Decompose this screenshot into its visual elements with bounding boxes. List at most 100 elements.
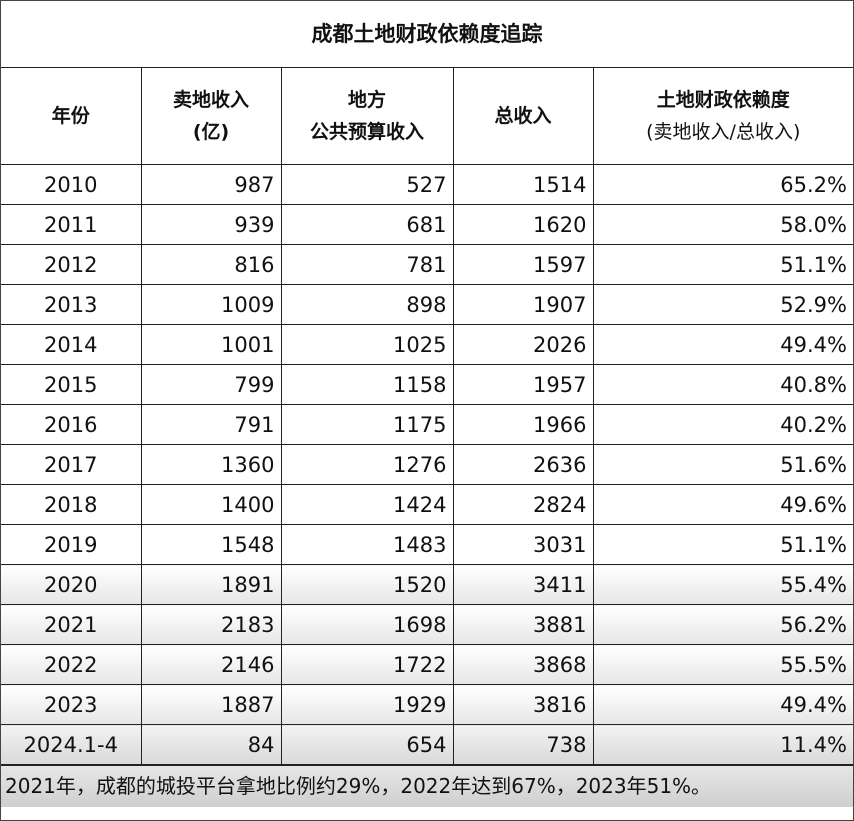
table-body: 2010 987 527 1514 65.2% 2011 939 681 1620 58.0% 20… — [1, 164, 853, 765]
cell-year: 2016 — [1, 404, 142, 445]
cell-land-income: 84 — [140, 724, 282, 765]
header-public-budget: 地方 公共预算收入 — [280, 68, 454, 165]
cell-dependency: 40.2% — [592, 404, 853, 445]
cell-total-income: 738 — [452, 724, 594, 765]
table-row: 2023 1887 1929 3816 49.4% — [1, 684, 853, 725]
cell-total-income: 1514 — [452, 164, 594, 205]
cell-total-income: 3411 — [452, 564, 594, 605]
table-row: 2012 816 781 1597 51.1% — [1, 244, 853, 285]
header-budget-line1: 地方 — [347, 89, 386, 111]
cell-dependency: 49.4% — [592, 324, 853, 365]
table-row: 2020 1891 1520 3411 55.4% — [1, 564, 853, 605]
cell-total-income: 2636 — [452, 444, 594, 485]
cell-year: 2012 — [1, 244, 142, 285]
cell-public-budget: 1025 — [280, 324, 454, 365]
header-dep-line2: (卖地收入/总收入) — [646, 121, 801, 143]
cell-land-income: 2183 — [140, 604, 282, 645]
cell-land-income: 1360 — [140, 444, 282, 485]
cell-land-income: 791 — [140, 404, 282, 445]
cell-year: 2023 — [1, 684, 142, 725]
cell-land-income: 816 — [140, 244, 282, 285]
cell-dependency: 58.0% — [592, 204, 853, 245]
cell-public-budget: 654 — [280, 724, 454, 765]
cell-year: 2011 — [1, 204, 142, 245]
cell-total-income: 3868 — [452, 644, 594, 685]
table-row: 2013 1009 898 1907 52.9% — [1, 284, 853, 325]
cell-public-budget: 1483 — [280, 524, 454, 565]
cell-total-income: 1597 — [452, 244, 594, 285]
cell-year: 2014 — [1, 324, 142, 365]
cell-land-income: 1001 — [140, 324, 282, 365]
cell-public-budget: 1929 — [280, 684, 454, 725]
table-row: 2022 2146 1722 3868 55.5% — [1, 644, 853, 685]
table-row: 2016 791 1175 1966 40.2% — [1, 404, 853, 445]
cell-public-budget: 1722 — [280, 644, 454, 685]
table-row: 2024.1-4 84 654 738 11.4% — [1, 724, 853, 765]
header-budget-line2: 公共预算收入 — [309, 121, 424, 143]
cell-year: 2020 — [1, 564, 142, 605]
cell-land-income: 1400 — [140, 484, 282, 525]
cell-total-income: 2824 — [452, 484, 594, 525]
cell-dependency: 51.6% — [592, 444, 853, 485]
table-row: 2018 1400 1424 2824 49.6% — [1, 484, 853, 525]
header-land-line1: 卖地收入 — [172, 89, 249, 111]
cell-total-income: 3881 — [452, 604, 594, 645]
cell-total-income: 3031 — [452, 524, 594, 565]
header-land-income: 卖地收入 (亿) — [140, 68, 282, 165]
cell-public-budget: 527 — [280, 164, 454, 205]
cell-year: 2021 — [1, 604, 142, 645]
cell-total-income: 2026 — [452, 324, 594, 365]
cell-year: 2013 — [1, 284, 142, 325]
cell-dependency: 55.5% — [592, 644, 853, 685]
cell-dependency: 11.4% — [592, 724, 853, 765]
cell-year: 2019 — [1, 524, 142, 565]
header-land-line2: (亿) — [192, 121, 230, 143]
cell-dependency: 52.9% — [592, 284, 853, 325]
header-dependency: 土地财政依赖度 (卖地收入/总收入) — [592, 68, 853, 165]
header-total-label: 总收入 — [494, 105, 552, 127]
cell-public-budget: 1520 — [280, 564, 454, 605]
cell-land-income: 987 — [140, 164, 282, 205]
cell-public-budget: 1175 — [280, 404, 454, 445]
cell-land-income: 799 — [140, 364, 282, 405]
table-row: 2017 1360 1276 2636 51.6% — [1, 444, 853, 485]
cell-total-income: 1907 — [452, 284, 594, 325]
cell-public-budget: 781 — [280, 244, 454, 285]
cell-dependency: 51.1% — [592, 524, 853, 565]
cell-dependency: 65.2% — [592, 164, 853, 205]
cell-dependency: 40.8% — [592, 364, 853, 405]
cell-year: 2010 — [1, 164, 142, 205]
table-row: 2014 1001 1025 2026 49.4% — [1, 324, 853, 365]
cell-land-income: 1891 — [140, 564, 282, 605]
cell-dependency: 49.6% — [592, 484, 853, 525]
cell-year: 2022 — [1, 644, 142, 685]
header-row: 年份 卖地收入 (亿) 地方 公共预算收入 总收入 土地财政依赖度 (卖地收入/… — [1, 68, 853, 165]
cell-dependency: 51.1% — [592, 244, 853, 285]
cell-dependency: 49.4% — [592, 684, 853, 725]
header-dep-line1: 土地财政依赖度 — [656, 89, 790, 111]
cell-public-budget: 1424 — [280, 484, 454, 525]
cell-year: 2018 — [1, 484, 142, 525]
cell-total-income: 1620 — [452, 204, 594, 245]
cell-year: 2024.1-4 — [1, 724, 142, 765]
cell-land-income: 1548 — [140, 524, 282, 565]
header-year: 年份 — [1, 68, 142, 165]
data-table: 年份 卖地收入 (亿) 地方 公共预算收入 总收入 土地财政依赖度 (卖地收入/… — [1, 68, 853, 765]
table-row: 2011 939 681 1620 58.0% — [1, 204, 853, 245]
cell-land-income: 1887 — [140, 684, 282, 725]
cell-dependency: 56.2% — [592, 604, 853, 645]
table-row: 2019 1548 1483 3031 51.1% — [1, 524, 853, 565]
cell-public-budget: 1158 — [280, 364, 454, 405]
table-row: 2021 2183 1698 3881 56.2% — [1, 604, 853, 645]
footnote: 2021年，成都的城投平台拿地比例约29%，2022年达到67%，2023年51… — [1, 765, 853, 807]
table-row: 2010 987 527 1514 65.2% — [1, 164, 853, 205]
cell-dependency: 55.4% — [592, 564, 853, 605]
cell-year: 2015 — [1, 364, 142, 405]
cell-total-income: 1957 — [452, 364, 594, 405]
cell-total-income: 1966 — [452, 404, 594, 445]
header-year-label: 年份 — [51, 105, 90, 127]
table-row: 2015 799 1158 1957 40.8% — [1, 364, 853, 405]
cell-public-budget: 1698 — [280, 604, 454, 645]
cell-public-budget: 898 — [280, 284, 454, 325]
